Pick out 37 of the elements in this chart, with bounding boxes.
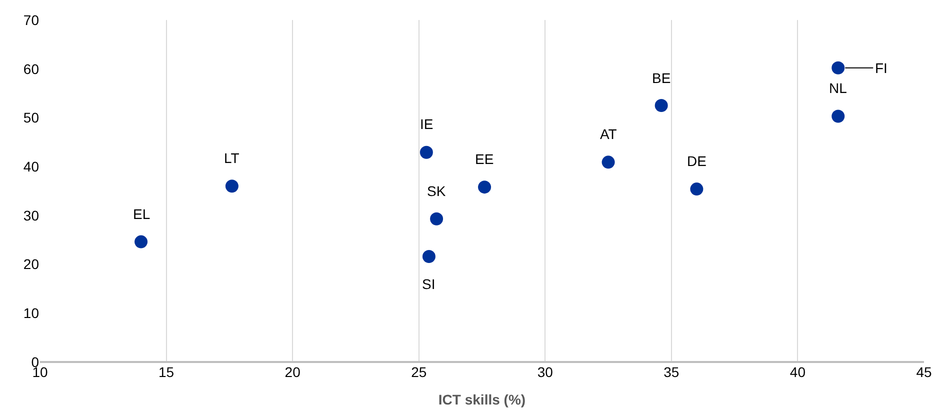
- annotation: AT: [600, 126, 618, 142]
- annotation: BE: [652, 70, 671, 86]
- annotation: LT: [224, 150, 240, 166]
- point: [654, 99, 668, 112]
- point: [478, 180, 492, 194]
- annotation: FI: [875, 60, 888, 76]
- annotation: SI: [422, 276, 436, 292]
- annotation: EL: [133, 206, 150, 222]
- x-tick-label: 20: [284, 364, 301, 380]
- annotation: DE: [687, 153, 706, 169]
- x-tick-label: 40: [790, 364, 806, 380]
- point: [134, 235, 148, 248]
- x-tick-label: 35: [664, 364, 680, 380]
- point: [430, 212, 444, 226]
- y-tick-label: 10: [23, 305, 40, 322]
- x-tick-label: 45: [916, 364, 932, 380]
- point: [225, 180, 238, 193]
- y-tick-label: 50: [23, 110, 40, 126]
- point: [832, 110, 845, 123]
- point: [832, 61, 845, 74]
- x-tick-label: 30: [537, 364, 554, 380]
- point: [690, 182, 704, 196]
- point: [602, 156, 615, 169]
- y-tick-label: 20: [23, 256, 40, 272]
- point: [420, 146, 433, 159]
- annotation: NL: [829, 80, 848, 96]
- point: [422, 250, 436, 263]
- x-axis-title: ICT skills (%): [438, 391, 526, 408]
- x-tick-label: 25: [411, 364, 427, 380]
- y-tick-label: 70: [23, 12, 40, 28]
- annotation: IE: [420, 116, 434, 132]
- y-tick-label: 40: [23, 158, 40, 174]
- y-tick-label: 60: [23, 60, 40, 77]
- y-tick-label: 30: [23, 207, 40, 224]
- x-tick-label: 15: [158, 364, 174, 380]
- annotation: SK: [427, 183, 446, 199]
- annotation: EE: [475, 151, 494, 167]
